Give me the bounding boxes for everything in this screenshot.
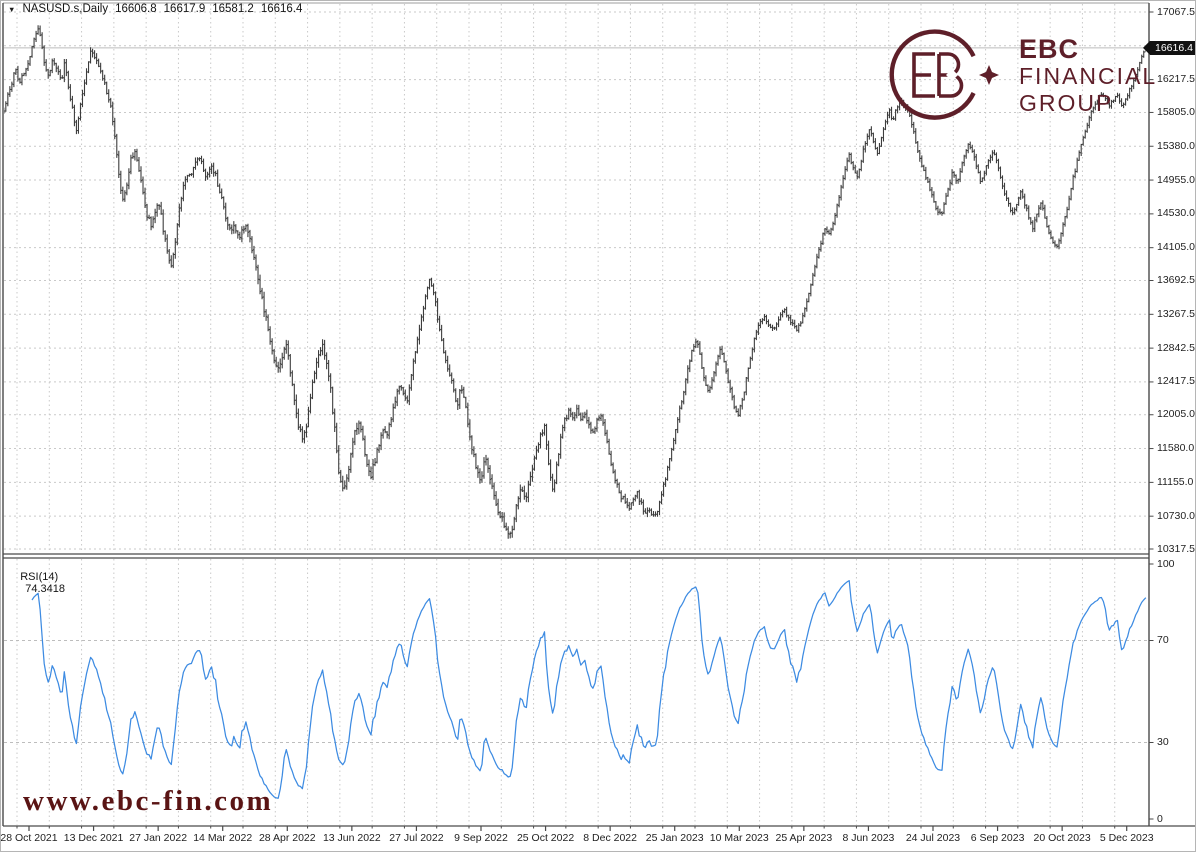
logo-line-financial: FINANCIAL <box>1019 63 1158 89</box>
price-axis-label: 13267.5 <box>1157 307 1195 320</box>
rsi-name: RSI(14) <box>20 571 59 583</box>
chart-title-bar: ▼ NASUSD.s,Daily 16606.8 16617.9 16581.2… <box>8 3 302 15</box>
time-axis-label: 9 Sep 2022 <box>454 832 508 844</box>
ohlc-bar-ticks <box>4 28 1147 535</box>
price-axis-label: 11580.0 <box>1157 442 1195 455</box>
price-axis-label: 13692.5 <box>1157 274 1195 286</box>
ebc-logo-text: EBC FINANCIAL GROUP <box>1019 34 1158 117</box>
time-axis-label: 14 Mar 2022 <box>193 832 253 844</box>
time-axis-label: 8 Jun 2023 <box>842 832 895 844</box>
rsi-axis-label: 0 <box>1157 812 1163 825</box>
rsi-axis-label: 30 <box>1157 736 1169 748</box>
open-value: 16606.8 <box>115 3 157 15</box>
price-axis-label: 14105.0 <box>1157 241 1195 254</box>
logo-line-ebc: EBC <box>1019 34 1080 64</box>
time-axis-label: 25 Apr 2023 <box>775 832 833 844</box>
price-axis-label: 12005.0 <box>1157 408 1195 421</box>
badge-notch <box>1143 40 1150 55</box>
close-value: 16616.4 <box>260 3 303 15</box>
time-axis-label: 27 Jan 2022 <box>129 832 188 844</box>
collapse-arrow-icon[interactable]: ▼ <box>8 4 16 14</box>
high-value: 16617.9 <box>163 3 206 15</box>
time-axis-label: 27 Jul 2022 <box>389 832 444 844</box>
price-axis-label: 14955.0 <box>1157 173 1195 186</box>
time-axis-label: 6 Sep 2023 <box>970 832 1025 844</box>
price-axis-label: 12417.5 <box>1157 375 1195 388</box>
rsi-axis-label: 100 <box>1157 557 1175 570</box>
symbol-period-label: NASUSD.s,Daily <box>22 3 109 15</box>
time-axis-label: 25 Jan 2023 <box>645 832 704 844</box>
price-axis-label: 10317.5 <box>1157 542 1195 555</box>
current-price-badge: 16616.4 <box>1150 40 1195 55</box>
logo-diamond-notch <box>946 69 958 81</box>
ebc-logo-mark-icon <box>889 29 999 120</box>
website-watermark: www.ebc-fin.com <box>23 785 274 817</box>
time-axis-label: 28 Apr 2022 <box>258 832 316 844</box>
time-axis-label: 10 Mar 2023 <box>709 832 769 844</box>
price-axis-label: 11155.0 <box>1157 475 1194 488</box>
rsi-indicator-label: RSI(14) 74.3418 <box>8 559 65 607</box>
rsi-line <box>31 579 1147 799</box>
logo-line-group: GROUP <box>1019 90 1114 116</box>
price-axis-label: 15805.0 <box>1157 105 1195 118</box>
price-axis-label: 14530.0 <box>1157 207 1195 220</box>
ebc-logo: EBC FINANCIAL GROUP <box>885 24 1157 126</box>
time-axis-label: 28 Oct 2021 <box>0 832 58 844</box>
rsi-value: 74.3418 <box>25 583 65 595</box>
time-axis-label: 13 Dec 2021 <box>63 832 124 844</box>
current-price-value: 16616.4 <box>1155 41 1193 54</box>
time-axis-label: 25 Oct 2022 <box>516 832 575 844</box>
time-axis-label: 13 Jun 2022 <box>322 832 381 844</box>
logo-sparkle-icon <box>979 65 999 85</box>
low-value: 16581.2 <box>212 3 254 15</box>
price-axis-label: 16217.5 <box>1157 73 1195 86</box>
time-axis-label: 20 Oct 2023 <box>1033 832 1091 844</box>
price-axis-label: 10730.0 <box>1157 509 1195 522</box>
rsi-axis-label: 70 <box>1157 634 1169 646</box>
price-axis-label: 12842.5 <box>1157 341 1195 354</box>
price-axis-label: 15380.0 <box>1157 139 1195 152</box>
time-axis-label: 8 Dec 2022 <box>583 832 637 844</box>
time-axis-label: 5 Dec 2023 <box>1099 832 1154 844</box>
price-axis-label: 17067.5 <box>1157 5 1195 18</box>
time-axis-label: 24 Jul 2023 <box>905 832 961 844</box>
